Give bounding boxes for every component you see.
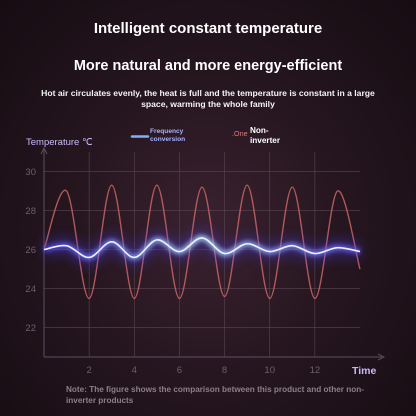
y-axis-label: Temperature ℃: [26, 137, 93, 148]
legend-prefix-noninverter: .One: [232, 129, 248, 138]
y-tick-label: 30: [25, 167, 36, 178]
page-subtitle: More natural and more energy-efficient: [73, 58, 343, 74]
page-title: Intelligent constant temperature: [93, 20, 323, 37]
x-axis-arrow: [377, 353, 386, 361]
description-text: Hot air circulates evenly, the heat is f…: [41, 88, 375, 109]
x-tick-labels: 2 4 6 8 10 12: [86, 365, 320, 376]
x-tick-label: 8: [222, 365, 227, 376]
series-layer: [42, 184, 362, 300]
axes: [40, 146, 386, 361]
x-tick-label: 12: [310, 365, 321, 376]
x-tick-label: 6: [177, 365, 182, 376]
legend-label-noninverter: Non- inverter: [250, 126, 281, 145]
series-line-frequency-conversion: [43, 237, 361, 259]
x-axis-label: Time: [352, 365, 376, 377]
y-tick-label: 22: [25, 323, 36, 334]
x-tick-label: 2: [86, 365, 91, 376]
y-tick-label: 26: [25, 245, 36, 256]
footnote: Note: The figure shows the comparison be…: [66, 385, 364, 405]
y-tick-label: 28: [25, 206, 36, 217]
y-tick-label: 24: [25, 284, 36, 295]
y-axis-arrow: [40, 146, 48, 155]
y-tick-labels: 30 28 26 24 22: [25, 167, 36, 334]
legend: Frequency conversion .One Non- inverter: [130, 126, 281, 145]
x-tick-label: 4: [132, 365, 137, 376]
x-tick-label: 10: [264, 365, 275, 376]
legend-label-frequency: Frequency conversion: [150, 128, 185, 143]
